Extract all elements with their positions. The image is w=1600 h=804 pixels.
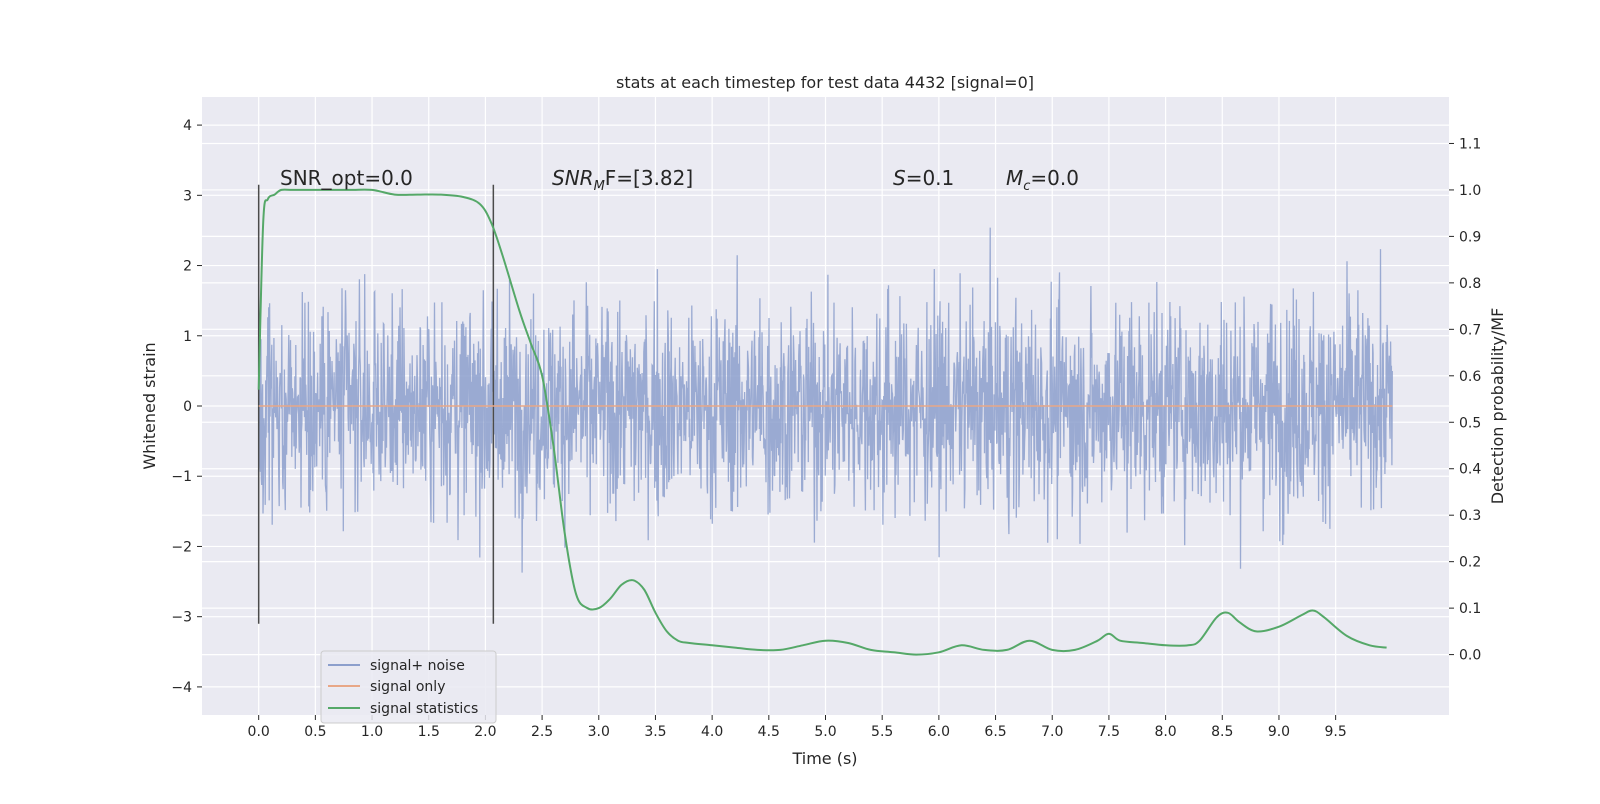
x-tick-label: 6.5 <box>984 724 1006 740</box>
y-right-tick-label: 1.0 <box>1459 183 1481 199</box>
x-tick-label: 2.0 <box>474 724 496 740</box>
line-layer <box>257 188 1393 656</box>
svg-text:Mc=0.0: Mc=0.0 <box>1006 166 1079 194</box>
x-tick-label: 9.0 <box>1268 724 1290 740</box>
x-tick-label: 4.0 <box>701 724 723 740</box>
y-right-tick-label: 0.7 <box>1459 322 1481 338</box>
y-tick-label: 3 <box>183 188 192 204</box>
x-tick-label: 8.5 <box>1211 724 1233 740</box>
y-right-axis-label: Detection probability/MF <box>1488 308 1507 505</box>
x-tick-label: 8.0 <box>1154 724 1176 740</box>
tick-layer: 0.0 0.5 1.0 1.5 2.0 2.5 3.0 3.5 4.0 4.5 5.0 5.5 6.0 6… <box>171 118 1481 740</box>
x-tick-label: 5.5 <box>871 724 893 740</box>
x-tick-label: 1.0 <box>361 724 383 740</box>
x-tick-label: 7.0 <box>1041 724 1063 740</box>
y-right-tick-label: 0.4 <box>1459 462 1481 478</box>
annotation-mc: Mc=0.0 <box>1006 166 1079 194</box>
svg-text:SNRMF=[3.82]: SNRMF=[3.82] <box>552 166 693 194</box>
x-tick-label: 9.5 <box>1325 724 1347 740</box>
y-tick-label: 2 <box>183 259 192 275</box>
svg-text:SNR_opt=0.0: SNR_opt=0.0 <box>280 166 413 190</box>
annotation-snr-mf-rest: F=[3.82] <box>605 166 693 190</box>
y-right-tick-label: 0.8 <box>1459 276 1481 292</box>
y-tick-label: 4 <box>183 118 192 134</box>
annotation-s-value: =0.1 <box>906 166 955 190</box>
svg-text:S=0.1: S=0.1 <box>893 166 954 190</box>
y-tick-label: 1 <box>183 329 192 345</box>
y-right-tick-label: 0.6 <box>1459 369 1481 385</box>
chart-title: stats at each timestep for test data 443… <box>616 73 1034 92</box>
y-axis-label: Whitened strain <box>140 342 159 469</box>
annotation-s-label: S <box>893 166 906 190</box>
annotation-mc-sub: c <box>1023 179 1030 194</box>
noise-layer <box>258 227 1393 573</box>
y-right-tick-label: 1.1 <box>1459 136 1481 152</box>
y-right-tick-label: 0.5 <box>1459 415 1481 431</box>
y-tick-label: −2 <box>171 539 192 555</box>
x-tick-label: 1.5 <box>418 724 440 740</box>
legend-label-signal-only: signal only <box>370 679 445 695</box>
annotation-snr-mf-sub: M <box>594 179 605 194</box>
y-right-tick-label: 0.1 <box>1459 601 1481 617</box>
x-tick-label: 0.5 <box>304 724 326 740</box>
y-tick-label: −3 <box>171 610 192 626</box>
x-tick-label: 6.0 <box>928 724 950 740</box>
series-signal-noise <box>258 227 1393 573</box>
series-signal-statistics <box>257 188 1387 656</box>
annotation-snr-mf: SNRMF=[3.82] <box>552 166 693 194</box>
y-tick-label: 0 <box>183 399 192 415</box>
annotation-mc-base: M <box>1006 166 1023 190</box>
legend-label-signal-statistics: signal statistics <box>370 701 478 717</box>
y-right-tick-label: 0.3 <box>1459 508 1481 524</box>
marker-layer <box>257 184 495 624</box>
y-right-tick-label: 0.2 <box>1459 555 1481 571</box>
x-tick-label: 7.5 <box>1098 724 1120 740</box>
annotation-snr-opt: SNR_opt=0.0 <box>280 166 413 190</box>
annotation-snr-mf-base: SNR <box>552 166 594 190</box>
y-tick-label: −1 <box>171 469 192 485</box>
x-tick-label: 3.0 <box>588 724 610 740</box>
x-tick-label: 4.5 <box>758 724 780 740</box>
annotation-mc-value: =0.0 <box>1030 166 1079 190</box>
x-tick-label: 0.0 <box>248 724 270 740</box>
legend-label-signal-noise: signal+ noise <box>370 658 465 674</box>
annotation-s: S=0.1 <box>893 166 954 190</box>
legend-box <box>320 650 497 724</box>
y-right-tick-label: 0.0 <box>1459 648 1481 664</box>
x-tick-label: 2.5 <box>531 724 553 740</box>
x-axis-label: Time (s) <box>791 749 857 768</box>
legend: signal+ noise signal only signal statist… <box>320 650 497 724</box>
x-tick-label: 5.0 <box>814 724 836 740</box>
y-tick-label: −4 <box>171 680 192 696</box>
y-right-tick-label: 0.9 <box>1459 229 1481 245</box>
x-tick-label: 3.5 <box>644 724 666 740</box>
